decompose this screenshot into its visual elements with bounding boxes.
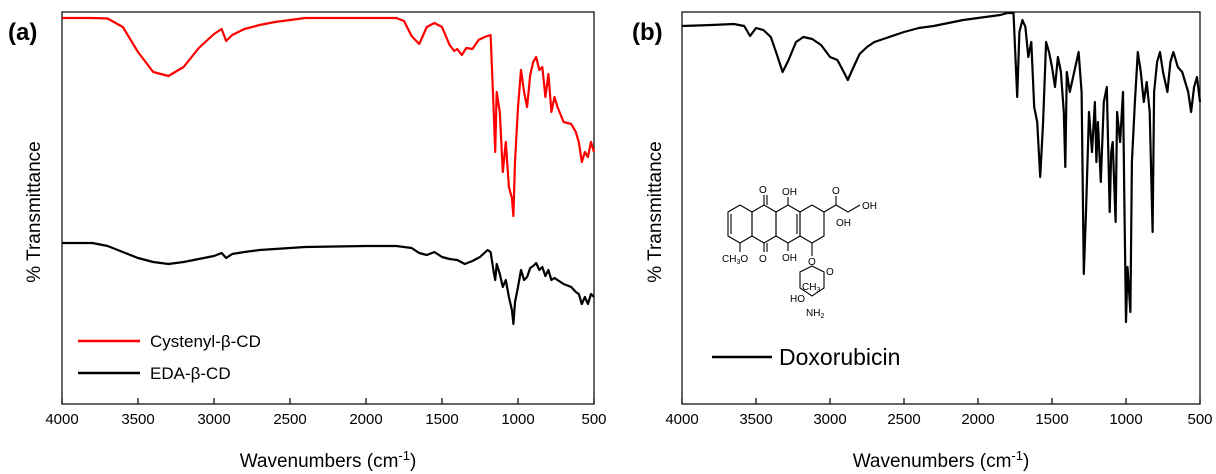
struct-ring-o: O — [826, 267, 834, 278]
legend-label-cystenyl: Cystenyl-β-CD — [150, 332, 261, 351]
x-tick-label-a-500: 500 — [581, 411, 606, 428]
series-line-b-0 — [681, 11, 1202, 324]
x-axis-title-a: Wavenumbers (cm-1) — [240, 448, 417, 472]
sugar-ring — [799, 265, 825, 297]
legend-label-doxorubicin: Doxorubicin — [779, 344, 900, 370]
struct-nh2-main: NH — [806, 308, 820, 319]
x-axis-title-b: Wavenumbers (cm-1) — [853, 448, 1030, 472]
struct-nh2: NH2 — [806, 308, 824, 320]
x-axis-title-a-sup: -1 — [398, 448, 410, 463]
struct-ch3-sugar: CH3 — [802, 282, 820, 294]
x-tick-label-a-1500: 1500 — [425, 411, 458, 428]
ring-d — [799, 204, 825, 244]
x-tick-label-b-1000: 1000 — [1109, 411, 1142, 428]
struct-nh2-sub: 2 — [820, 313, 824, 320]
x-tick-label-a-1000: 1000 — [501, 411, 534, 428]
struct-o-top: O — [759, 185, 767, 196]
x-tick-label-b-2000: 2000 — [961, 411, 994, 428]
doxorubicin-structure — [727, 195, 861, 297]
x-axis-title-b-main: Wavenumbers (cm — [853, 451, 1012, 472]
x-tick-label-a-4000: 4000 — [45, 411, 78, 428]
struct-methoxy: CH3O — [722, 254, 748, 266]
panel-label-b: (b) — [632, 19, 663, 46]
side-chain-bond-1 — [823, 204, 837, 213]
series-lines-a — [62, 16, 596, 326]
x-tick-label-b-4000: 4000 — [665, 411, 698, 428]
x-tick-label-b-2500: 2500 — [887, 411, 920, 428]
x-axis-title-a-main: Wavenumbers (cm — [240, 451, 399, 472]
x-tick-label-b-3500: 3500 — [739, 411, 772, 428]
x-axis-title-b-close: ) — [1023, 451, 1029, 472]
struct-ho-sugar: HO — [790, 294, 805, 305]
struct-oh-side: OH — [862, 201, 877, 212]
x-tick-label-b-500: 500 — [1187, 411, 1212, 428]
y-axis-title-a: % Transmittance — [24, 141, 45, 283]
struct-methoxy-main: CH — [722, 254, 736, 265]
x-tick-label-b-3000: 3000 — [813, 411, 846, 428]
ring-a — [727, 204, 753, 244]
struct-methoxy-o: O — [740, 254, 748, 265]
struct-oh-top: OH — [782, 187, 797, 198]
struct-oh-ring: OH — [836, 218, 851, 229]
y-axis-title-b: % Transmittance — [645, 141, 666, 283]
struct-methoxy-sub: 3 — [736, 259, 740, 266]
series-lines-b — [681, 11, 1202, 324]
side-chain-bond-3 — [847, 204, 861, 213]
series-line-a-1 — [62, 241, 595, 326]
ring-c — [775, 204, 801, 244]
legend-label-eda: EDA-β-CD — [150, 364, 231, 383]
x-tick-label-b-1500: 1500 — [1035, 411, 1068, 428]
series-line-a-0 — [62, 16, 596, 218]
ring-b — [751, 204, 777, 244]
struct-ch3-main: CH — [802, 282, 816, 293]
structure-labels: O OH O OH O OH OH CH3O O O CH3 HO NH2 — [722, 185, 877, 320]
plot-frame-b — [681, 11, 1201, 405]
x-tick-label-a-2000: 2000 — [349, 411, 382, 428]
struct-oh-bottom: OH — [782, 253, 797, 264]
x-tick-label-a-3000: 3000 — [197, 411, 230, 428]
x-axis-title-a-close: ) — [410, 451, 416, 472]
x-tick-label-a-2500: 2500 — [273, 411, 306, 428]
x-ticks-b: 4000 3500 3000 2500 2000 1500 1000 500 — [665, 398, 1213, 428]
side-chain-bond-2 — [835, 204, 849, 213]
x-ticks-a: 4000 3500 3000 2500 2000 1500 1000 500 — [45, 398, 607, 428]
x-axis-title-b-sup: -1 — [1011, 448, 1023, 463]
x-tick-label-a-3500: 3500 — [121, 411, 154, 428]
panel-label-a: (a) — [8, 19, 37, 46]
panel-a: (a) 4000 3500 3000 2500 2000 1500 1000 500 % Tr… — [8, 11, 607, 472]
struct-o-bottom: O — [759, 254, 767, 265]
struct-glyco-o: O — [808, 257, 816, 268]
panel-b: (b) 4000 3500 3000 2500 2000 1500 1000 500 % Tr… — [632, 11, 1213, 472]
struct-o-side: O — [832, 186, 840, 197]
plot-frame-a — [61, 11, 595, 405]
struct-ch3-sub: 3 — [816, 287, 820, 294]
